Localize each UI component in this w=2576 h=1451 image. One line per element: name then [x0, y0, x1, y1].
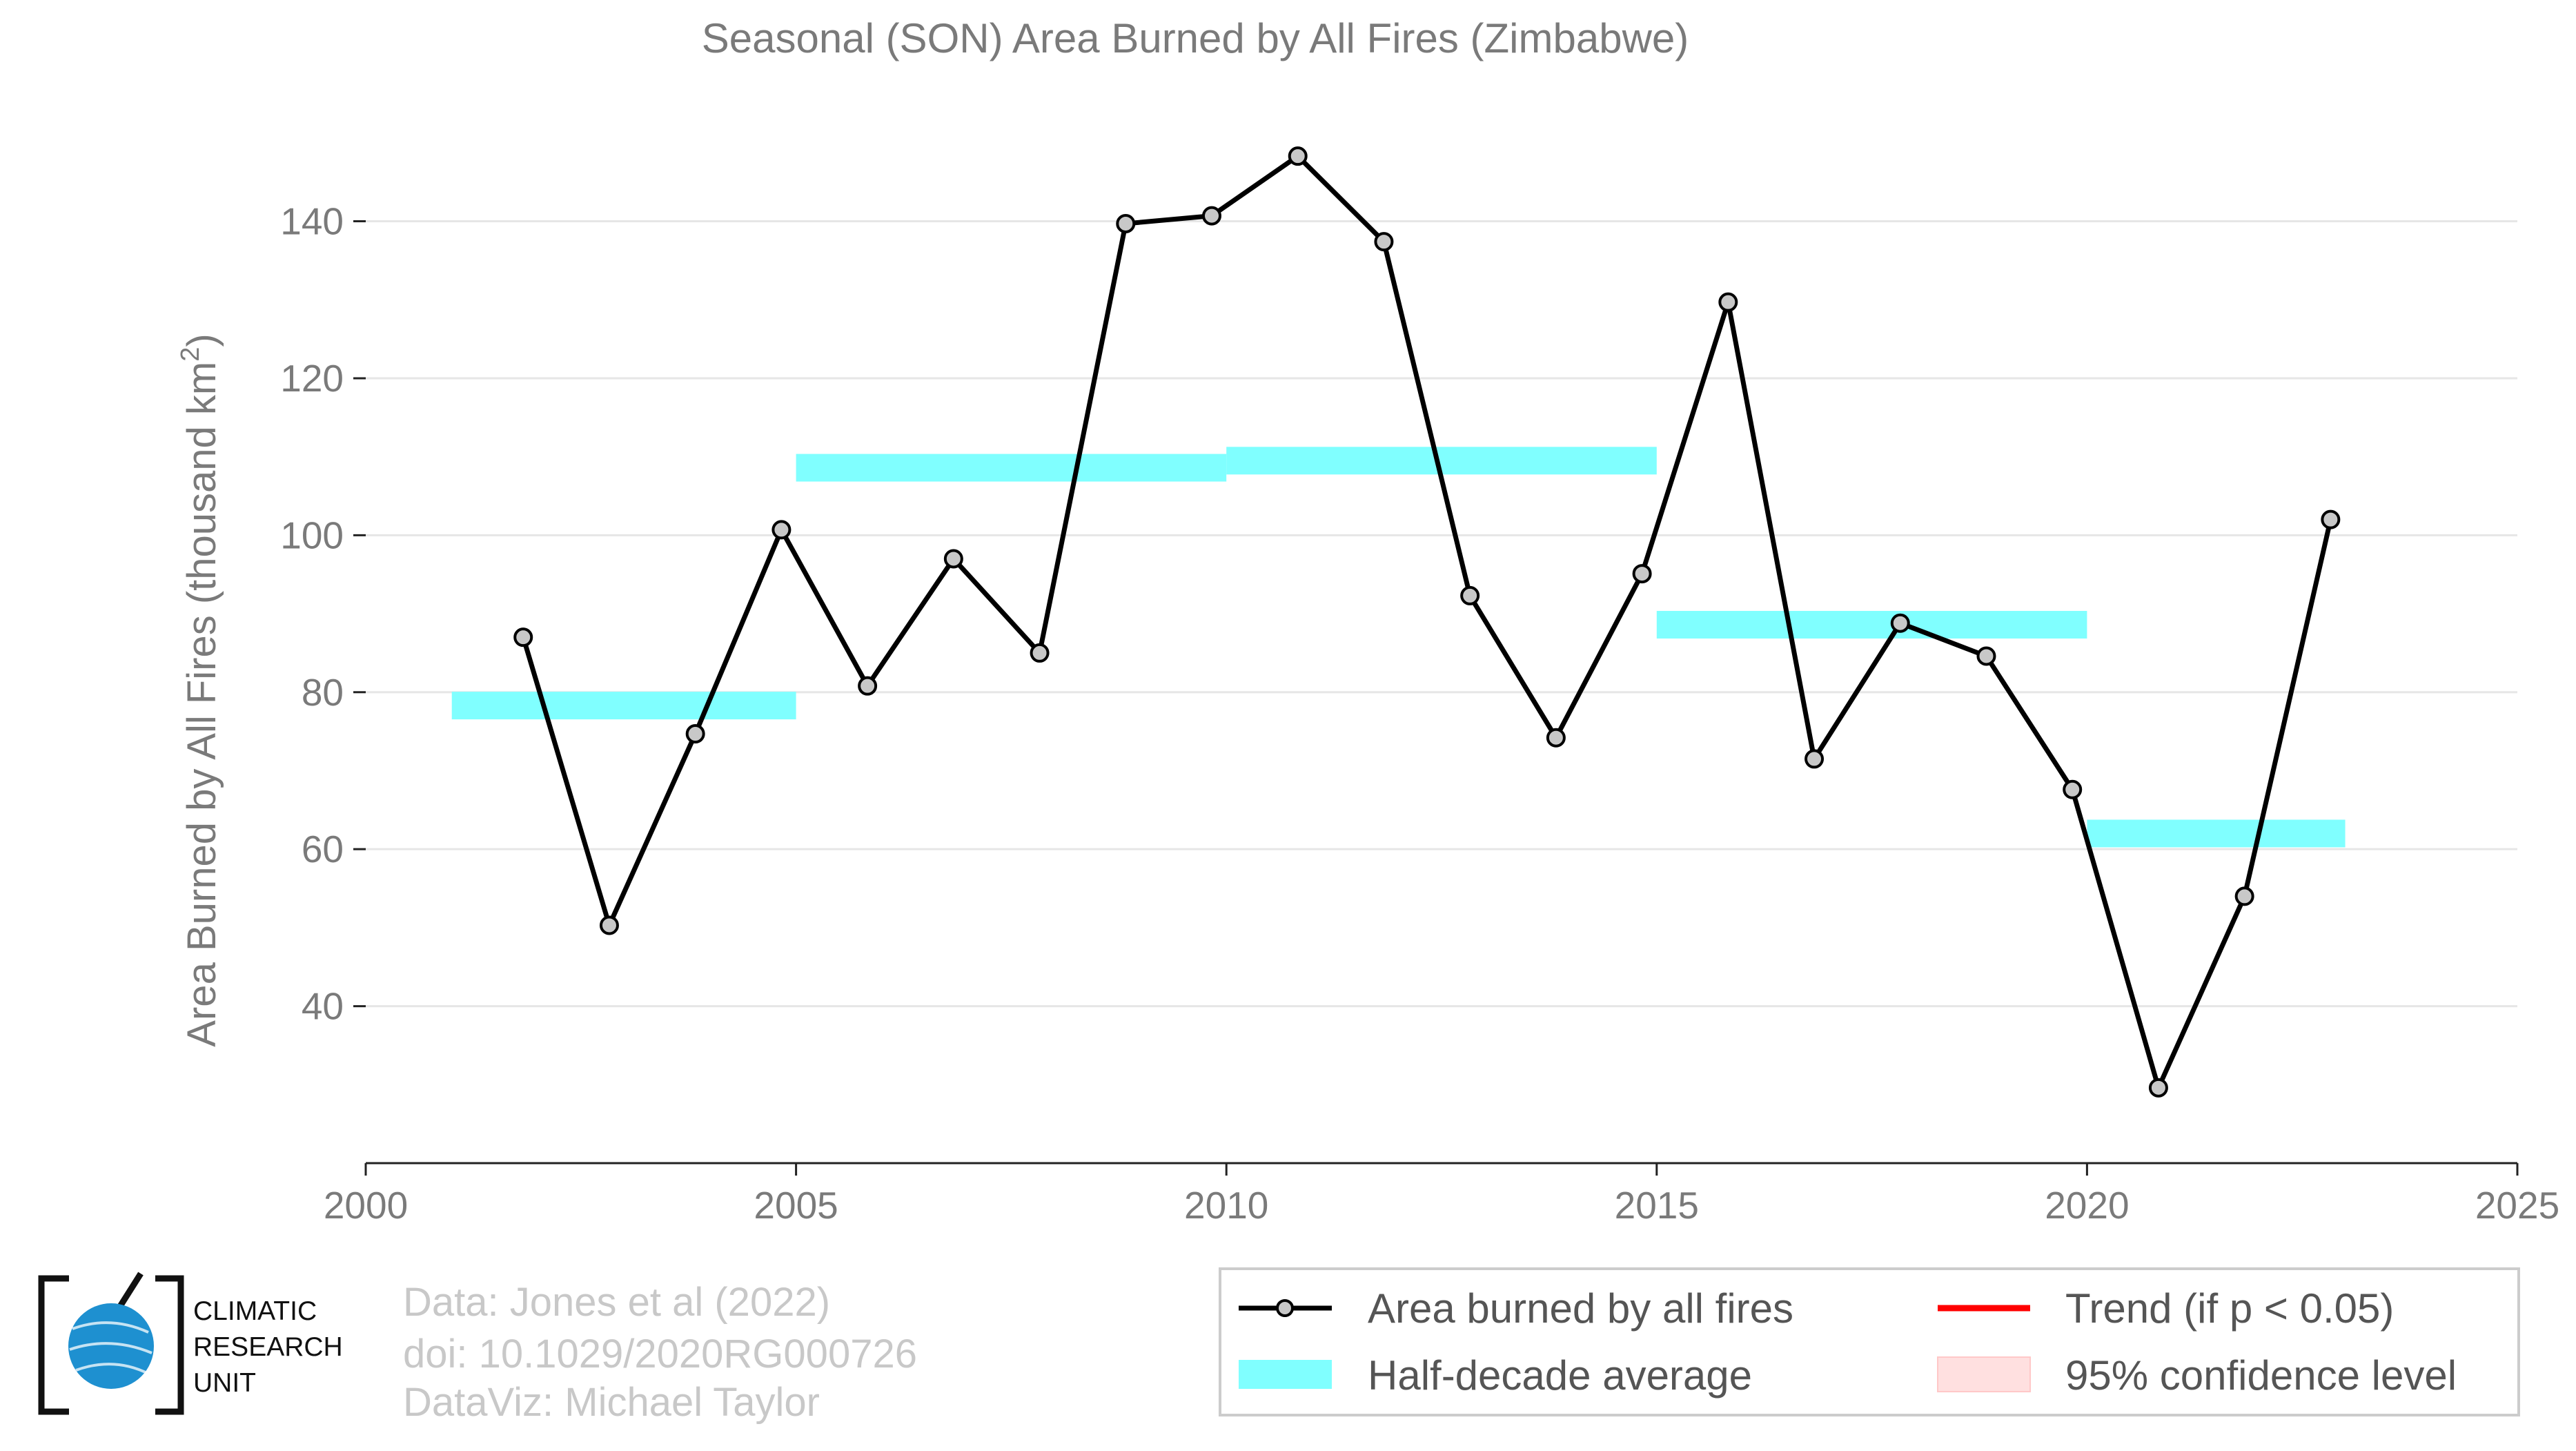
half-decade-bar-0	[451, 692, 796, 720]
data-point-9	[1288, 146, 1308, 166]
y-axis-label-superscript: 2	[176, 347, 205, 362]
data-point-18	[2063, 779, 2083, 799]
data-point-17	[1976, 646, 1996, 666]
credit-dataviz: DataViz: Michael Taylor	[403, 1380, 820, 1425]
half-decade-bar-1	[796, 454, 1227, 482]
x-axis: 2000 2005 2010 2015 2020 2025	[324, 1162, 2559, 1227]
logo-text-research: RESEARCH	[193, 1332, 343, 1362]
series-line-group	[520, 153, 2333, 1091]
data-point-2	[685, 724, 705, 744]
legend-label-area-burned: Area burned by all fires	[1368, 1285, 1793, 1332]
data-point-0	[513, 627, 533, 647]
data-point-12	[1546, 728, 1566, 748]
data-point-6	[1030, 643, 1050, 663]
data-point-3	[771, 520, 792, 540]
half-decade-bar-4	[2087, 819, 2346, 848]
series-line	[520, 153, 2333, 1091]
data-point-19	[2148, 1078, 2168, 1098]
logo-text-climatic: CLIMATIC	[193, 1296, 317, 1326]
data-point-21	[2321, 509, 2341, 529]
y-axis-label-main: Area Burned by All Fires (thousand km	[179, 362, 224, 1047]
data-point-10	[1374, 232, 1394, 252]
gridlines	[366, 220, 2517, 1008]
data-point-20	[2234, 886, 2254, 906]
y-tick-label-140: 140	[280, 200, 344, 243]
data-point-14	[1718, 292, 1738, 312]
logo-bracket-right	[155, 1275, 184, 1415]
credit-doi: doi: 10.1029/2020RG000726	[403, 1332, 917, 1376]
x-tick-label-2020: 2020	[2045, 1184, 2129, 1227]
legend-label-trend: Trend (if p < 0.05)	[2065, 1285, 2394, 1332]
chart-title: Seasonal (SON) Area Burned by All Fires …	[702, 15, 1689, 61]
x-tick-label-2000: 2000	[324, 1184, 408, 1227]
legend-swatch-half-decade	[1239, 1360, 1332, 1389]
data-point-16	[1890, 613, 1910, 633]
legend-swatch-confidence	[1937, 1356, 2031, 1392]
y-tick-label-60: 60	[302, 828, 344, 870]
data-point-13	[1632, 564, 1652, 584]
globe-lines-icon	[69, 1321, 153, 1375]
y-tick-label-100: 100	[280, 514, 344, 556]
data-point-11	[1460, 585, 1480, 605]
series-points	[513, 146, 2341, 1098]
cru-logo: CLIMATIC RESEARCH UNIT	[38, 1272, 343, 1415]
x-tick-label-2005: 2005	[754, 1184, 838, 1227]
legend-box	[1219, 1267, 2520, 1416]
x-tick-label-2010: 2010	[1184, 1184, 1268, 1227]
data-point-5	[943, 549, 963, 569]
y-tick-label-120: 120	[280, 357, 344, 400]
legend: Area burned by all fires Trend (if p < 0…	[1219, 1267, 2520, 1416]
half-decade-averages	[451, 447, 2346, 848]
y-axis-label: Area Burned by All Fires (thousand km2)	[176, 333, 224, 1046]
logo-text-unit: UNIT	[193, 1368, 256, 1398]
data-point-8	[1201, 206, 1221, 226]
data-point-4	[858, 676, 878, 696]
y-tick-label-80: 80	[302, 671, 344, 714]
y-axis-label-close: )	[179, 333, 224, 347]
legend-label-confidence: 95% confidence level	[2065, 1352, 2457, 1399]
x-tick-label-2025: 2025	[2475, 1184, 2559, 1227]
y-axis: 40 60 80 100 120 140	[280, 200, 366, 1028]
data-point-7	[1116, 213, 1136, 233]
half-decade-bar-3	[1656, 610, 2087, 639]
x-tick-label-2015: 2015	[1615, 1184, 1699, 1227]
data-point-15	[1805, 749, 1825, 769]
y-tick-label-40: 40	[302, 985, 344, 1028]
legend-label-half-decade: Half-decade average	[1368, 1352, 1752, 1399]
credit-data: Data: Jones et al (2022)	[403, 1280, 830, 1325]
legend-marker-area-burned	[1276, 1299, 1294, 1317]
data-point-1	[599, 915, 619, 935]
logo-bracket-left	[38, 1275, 69, 1415]
